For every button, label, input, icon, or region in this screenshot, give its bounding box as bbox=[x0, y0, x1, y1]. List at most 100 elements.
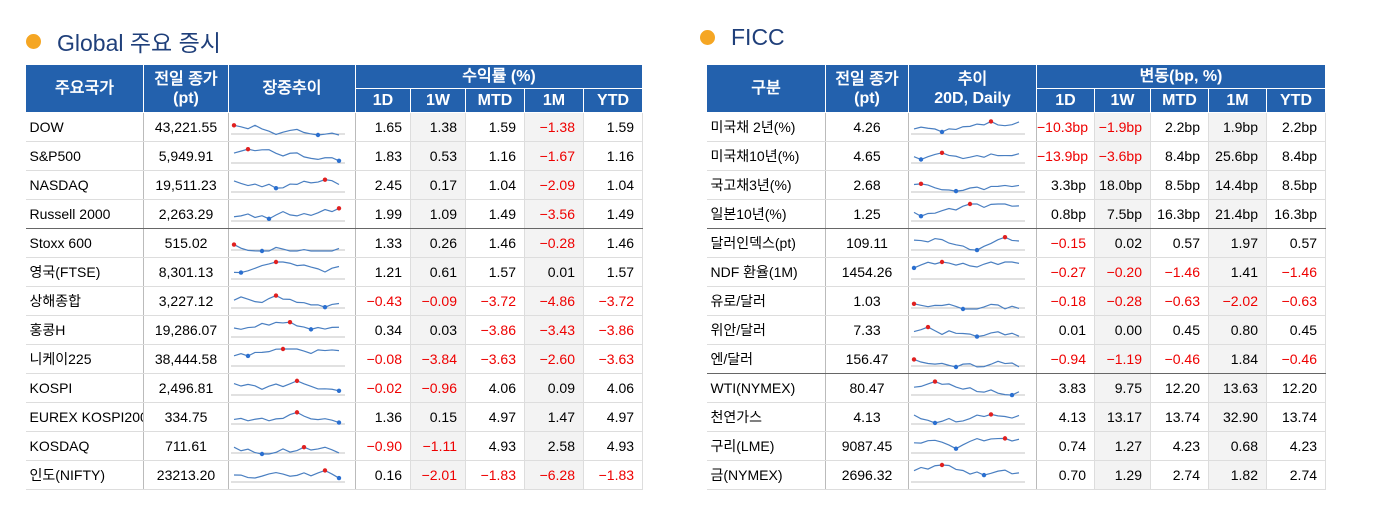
cell: 38,444.58 bbox=[143, 344, 229, 374]
sparkline-marker bbox=[988, 411, 994, 417]
cell: 미국채10년(%) bbox=[706, 141, 826, 171]
sparkline-marker bbox=[315, 132, 321, 137]
sparkline-marker bbox=[1002, 435, 1008, 441]
cell: 1.59 bbox=[465, 112, 525, 142]
data-row: 인도(NIFTY) 23213.20 0.16 −2.01 −1.83 −6.28 −1.8… bbox=[25, 460, 644, 490]
trend-cell bbox=[228, 112, 356, 142]
cell: 1.47 bbox=[524, 402, 584, 432]
cell: 1.03 bbox=[825, 286, 909, 316]
cell: −2.60 bbox=[524, 344, 584, 374]
cell: −0.63 bbox=[1266, 286, 1327, 316]
cell: 달러인덱스(pt) bbox=[706, 228, 826, 258]
sparkline bbox=[913, 413, 1020, 424]
sparkline-marker bbox=[336, 388, 342, 393]
cell: 711.61 bbox=[143, 431, 229, 461]
sparkline bbox=[913, 182, 1020, 192]
sparkline-chart bbox=[231, 409, 345, 425]
cell: 19,286.07 bbox=[143, 315, 229, 345]
sparkline-marker bbox=[273, 292, 279, 298]
header-text: 전일 종가 bbox=[154, 70, 218, 88]
trend-cell bbox=[228, 344, 356, 374]
header-cell: 1D bbox=[1036, 88, 1095, 113]
cell: 0.74 bbox=[1036, 431, 1095, 461]
sparkline-chart bbox=[231, 444, 345, 456]
header-text: (pt) bbox=[854, 89, 880, 107]
sparkline-marker bbox=[245, 146, 251, 151]
cell: −0.28 bbox=[524, 228, 584, 258]
trend-cell bbox=[228, 199, 356, 229]
cell: −1.46 bbox=[1150, 257, 1209, 287]
sparkline bbox=[233, 347, 340, 357]
sparkline-marker bbox=[911, 301, 917, 306]
data-row: 엔/달러 156.47 −0.94 −1.19 −0.46 1.84 −0.46 bbox=[706, 344, 1327, 374]
cell: 4.23 bbox=[1150, 431, 1209, 461]
sparkline-chart bbox=[911, 356, 1025, 369]
cell: 334.75 bbox=[143, 402, 229, 432]
sparkline-chart bbox=[911, 234, 1025, 252]
cell: −0.94 bbox=[1036, 344, 1095, 374]
cell: 위안/달러 bbox=[706, 315, 826, 345]
cell: 4.06 bbox=[583, 373, 644, 403]
cell: 1.99 bbox=[355, 199, 411, 229]
cell: −3.86 bbox=[583, 315, 644, 345]
cell: 0.53 bbox=[410, 141, 466, 171]
cell: 1.65 bbox=[355, 112, 411, 142]
cell: −1.9bp bbox=[1094, 112, 1151, 142]
cell: 2.68 bbox=[825, 170, 909, 200]
section-title: FICC bbox=[700, 24, 785, 51]
data-row: 홍콩H 19,286.07 0.34 0.03 −3.86 −3.43 −3.86 bbox=[25, 315, 644, 345]
sparkline-marker bbox=[294, 378, 300, 383]
sparkline-chart bbox=[911, 150, 1025, 163]
sparkline bbox=[913, 302, 1020, 310]
sparkline-marker bbox=[294, 409, 300, 415]
sparkline-marker bbox=[273, 185, 279, 190]
cell: −6.28 bbox=[524, 460, 584, 490]
cell: 1.38 bbox=[410, 112, 466, 142]
cell: 0.01 bbox=[1036, 315, 1095, 345]
trend-cell bbox=[908, 286, 1037, 316]
trend-cell bbox=[228, 170, 356, 200]
cell: 1.49 bbox=[465, 199, 525, 229]
sparkline-chart bbox=[231, 467, 345, 482]
cell: −4.86 bbox=[524, 286, 584, 316]
cell: 0.16 bbox=[355, 460, 411, 490]
cell: 1.29 bbox=[1094, 460, 1151, 490]
cell: −0.28 bbox=[1094, 286, 1151, 316]
cell: −1.67 bbox=[524, 141, 584, 171]
cell: 0.17 bbox=[410, 170, 466, 200]
sparkline bbox=[233, 321, 340, 330]
cell: −0.02 bbox=[355, 373, 411, 403]
data-row: 위안/달러 7.33 0.01 0.00 0.45 0.80 0.45 bbox=[706, 315, 1327, 345]
sparkline-chart bbox=[231, 205, 345, 221]
cell: 4.13 bbox=[825, 402, 909, 432]
cell: 2,496.81 bbox=[143, 373, 229, 403]
cell: 0.00 bbox=[1094, 315, 1151, 345]
sparkline-marker bbox=[259, 248, 265, 253]
data-row: DOW 43,221.55 1.65 1.38 1.59 −1.38 1.59 bbox=[25, 112, 644, 142]
cell: −3.56 bbox=[524, 199, 584, 229]
cell: 13.74 bbox=[1266, 402, 1327, 432]
cell: 1.9bp bbox=[1208, 112, 1267, 142]
sparkline-marker bbox=[932, 420, 938, 425]
data-row: 국고채3년(%) 2.68 3.3bp 18.0bp 8.5bp 14.4bp 8.5bp bbox=[706, 170, 1327, 200]
cell: 4.13 bbox=[1036, 402, 1095, 432]
cell: 1.21 bbox=[355, 257, 411, 287]
cell: −0.46 bbox=[1266, 344, 1327, 374]
trend-cell bbox=[908, 228, 1037, 258]
header-cell: 수익률 (%) bbox=[354, 64, 644, 89]
header-cell: 추이 20D, Daily bbox=[908, 64, 1037, 113]
header-row: 주요국가 전일 종가 (pt) 장중추이 수익률 (%) bbox=[25, 64, 644, 113]
table: 주요국가 전일 종가 (pt) 장중추이 수익률 (%) 1D 1W MTD 1M YTD DOW 4… bbox=[25, 64, 644, 490]
cell: 1.36 bbox=[355, 402, 411, 432]
cell: 유로/달러 bbox=[706, 286, 826, 316]
cell: 1.33 bbox=[355, 228, 411, 258]
cell: 8.5bp bbox=[1266, 170, 1327, 200]
cell: 1.49 bbox=[583, 199, 644, 229]
sparkline-chart bbox=[231, 146, 345, 163]
cell: −3.72 bbox=[465, 286, 525, 316]
sparkline-marker bbox=[953, 364, 959, 369]
cell: 0.8bp bbox=[1036, 199, 1095, 229]
cell: 8,301.13 bbox=[143, 257, 229, 287]
cell: 0.68 bbox=[1208, 431, 1267, 461]
cell: 0.61 bbox=[410, 257, 466, 287]
